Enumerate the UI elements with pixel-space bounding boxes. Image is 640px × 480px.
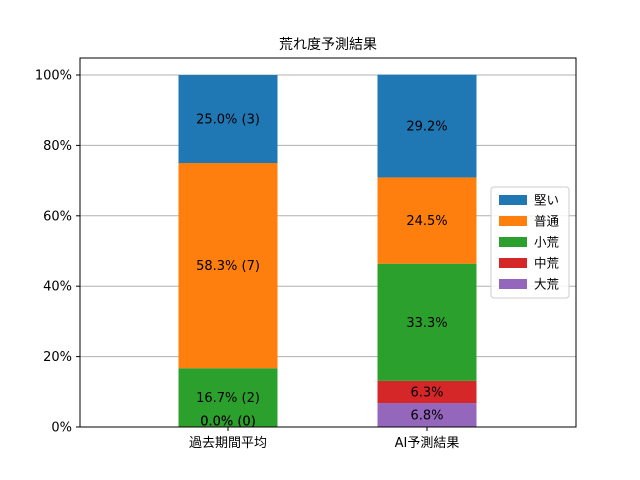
data-label: 29.2% <box>406 120 447 135</box>
data-label: 0.0% (0) <box>200 415 256 430</box>
x-tick-label: 過去期間平均 <box>189 436 267 451</box>
bar-segment <box>377 380 477 404</box>
chart-title: 荒れ度予測結果 <box>279 37 377 53</box>
data-label: 24.5% <box>406 214 447 229</box>
legend-box <box>490 186 570 299</box>
y-tick-label: 40% <box>43 280 72 295</box>
y-tick-label: 60% <box>43 209 72 224</box>
y-tick-label: 20% <box>43 350 72 365</box>
legend-label: 小荒 <box>534 235 559 250</box>
data-label: 16.7% (2) <box>196 391 260 406</box>
legend-swatch <box>499 258 527 268</box>
axes-frame <box>79 57 577 428</box>
bar-segment <box>377 74 477 178</box>
legend-label: 堅い <box>534 193 559 208</box>
x-tick-label: AI予測結果 <box>395 436 460 451</box>
bar-segment <box>377 177 477 264</box>
data-labels: 16.7% (2) 58.3% (7) 25.0% (3) 6.8% 6.3% 33.3%… <box>196 113 448 430</box>
bar-segment <box>178 368 278 427</box>
legend-swatch <box>499 279 527 289</box>
bar-segment <box>377 263 477 381</box>
y-tick-label: 0% <box>51 421 72 436</box>
data-label: 6.8% <box>410 409 443 424</box>
legend-swatch <box>499 216 527 226</box>
data-label: 6.3% <box>410 385 443 400</box>
bar-segment <box>178 75 278 163</box>
y-tick-label: 80% <box>43 139 72 154</box>
y-tick-label: 100% <box>35 69 72 84</box>
bar-segment <box>178 163 278 369</box>
data-label: 25.0% (3) <box>196 113 260 128</box>
bars <box>178 74 477 427</box>
legend-swatch <box>499 237 527 247</box>
legend-label: 大荒 <box>534 277 559 292</box>
bar-segment <box>377 403 477 427</box>
legend-swatch <box>499 195 527 205</box>
data-label: 0.0% (0) <box>200 415 256 430</box>
data-label: 58.3% (7) <box>196 259 260 274</box>
legend-label: 普通 <box>534 214 560 229</box>
axis-ticks: 0% 20% 40% 60% 80% 100% 過去期間平均 AI予測結果 <box>35 69 460 452</box>
data-label: 33.3% <box>406 316 447 331</box>
legend-label: 中荒 <box>534 256 559 271</box>
